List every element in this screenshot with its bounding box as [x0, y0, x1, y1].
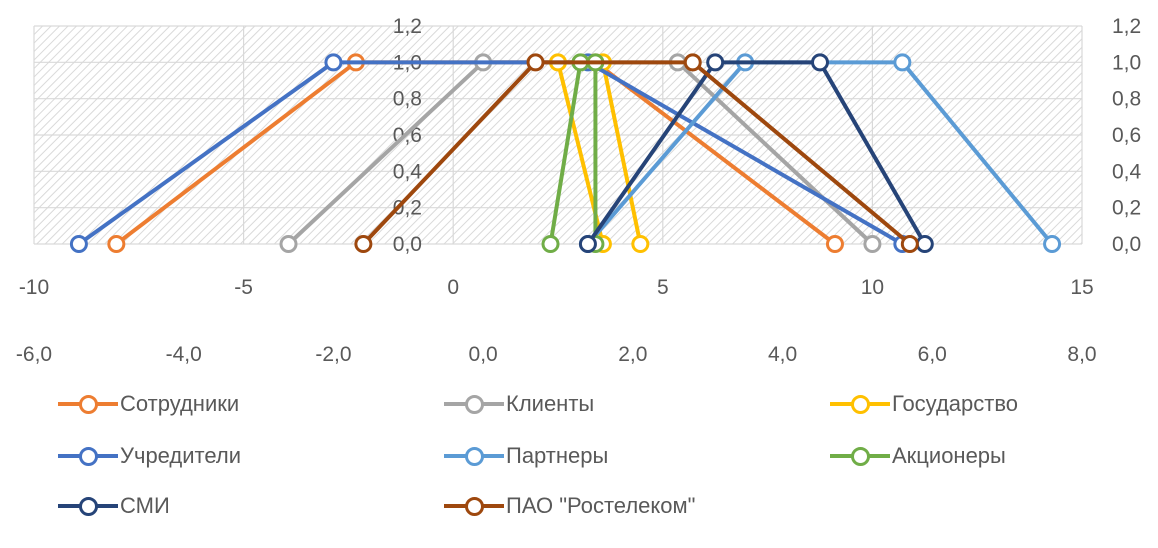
- y-tick-label-right: 0,8: [1112, 88, 1141, 111]
- legend-swatch: [58, 488, 118, 524]
- data-point: [900, 235, 919, 253]
- series-line: [77, 60, 904, 246]
- data-point: [825, 235, 844, 253]
- legend-label: Учредители: [120, 443, 242, 468]
- y-axis-right-labels: 0,0 0,2 0,4 0,6 0,8 1,0 1,2: [1112, 15, 1142, 256]
- x-bottom-tick-label: 0,0: [469, 343, 498, 366]
- x-top-tick-label: -5: [234, 276, 253, 299]
- legend-swatch: [58, 386, 118, 422]
- data-point: [683, 53, 702, 72]
- x-bottom-tick-label: -4,0: [166, 343, 202, 366]
- series-line: [586, 60, 927, 246]
- legend: Сотрудники Клиенты Государство Учредители Па…: [0, 372, 1158, 542]
- y-tick-label-left: 0,0: [393, 233, 422, 256]
- y-tick-label-right: 0,6: [1112, 124, 1141, 147]
- legend-label: СМИ: [120, 493, 170, 518]
- y-tick-label-right: 1,2: [1112, 15, 1141, 38]
- x-bottom-tick-label: 6,0: [918, 343, 947, 366]
- y-tick-label-left: 1,2: [393, 15, 422, 38]
- legend-item: ПАО "Ростелеком": [444, 488, 695, 524]
- data-point: [526, 53, 545, 72]
- x-bottom-tick-label: 8,0: [1067, 343, 1096, 366]
- x-top-tick-label: 0: [447, 276, 459, 299]
- data-point: [107, 235, 126, 253]
- series-line: [361, 60, 912, 246]
- legend-item: Государство: [830, 386, 1018, 422]
- x-bottom-tick-label: 4,0: [768, 343, 797, 366]
- legend-item: Акционеры: [830, 438, 1006, 474]
- data-point: [279, 235, 298, 253]
- data-point: [706, 53, 725, 72]
- y-tick-label-right: 0,4: [1112, 160, 1142, 183]
- legend-label: Партнеры: [506, 443, 609, 468]
- x-bottom-tick-label: -2,0: [315, 343, 351, 366]
- series-group: [69, 53, 1062, 253]
- x-axis-top-labels: -10 -5 0 5 10 15: [19, 276, 1094, 299]
- data-point: [863, 235, 882, 253]
- x-top-tick-label: 15: [1070, 276, 1093, 299]
- series: [578, 53, 934, 253]
- data-point: [69, 235, 88, 253]
- y-tick-label-right: 0,2: [1112, 197, 1141, 220]
- legend-label: Клиенты: [506, 391, 595, 416]
- y-tick-label-right: 1,0: [1112, 51, 1141, 74]
- legend-swatch: [444, 386, 504, 422]
- legend-swatch: [830, 386, 890, 422]
- data-point: [324, 53, 343, 72]
- data-point: [578, 235, 597, 253]
- line-chart: 0,0 0,2 0,4 0,6 0,8 1,0 1,2 0,0 0,2 0,4 0,6 0,8 1,0…: [16, 15, 1142, 366]
- legend-item: Клиенты: [444, 386, 594, 422]
- x-axis-bottom-labels: -6,0 -4,0 -2,0 0,0 2,0 4,0 6,0 8,0: [16, 343, 1097, 366]
- legend-item: Учредители: [58, 438, 241, 474]
- legend-swatch: [444, 488, 504, 524]
- x-top-tick-label: 10: [861, 276, 884, 299]
- legend-item: Партнеры: [444, 438, 608, 474]
- data-point: [354, 235, 373, 253]
- y-tick-label-right: 0,0: [1112, 233, 1141, 256]
- legend-swatch: [830, 438, 890, 474]
- data-point: [811, 53, 829, 72]
- legend-label: Акционеры: [892, 443, 1006, 468]
- legend-item: СМИ: [58, 488, 170, 524]
- legend-label: Государство: [892, 391, 1019, 416]
- x-bottom-tick-label: -6,0: [16, 343, 52, 366]
- x-top-tick-label: -10: [19, 276, 49, 299]
- legend-swatch: [444, 438, 504, 474]
- data-point: [541, 235, 560, 253]
- x-bottom-tick-label: 2,0: [618, 343, 647, 366]
- data-point: [893, 53, 912, 72]
- y-tick-label-left: 0,8: [393, 88, 422, 111]
- legend-item: Сотрудники: [58, 386, 239, 422]
- series: [354, 53, 919, 253]
- data-point: [631, 235, 650, 253]
- legend-swatch: [58, 438, 118, 474]
- legend-label: ПАО "Ростелеком": [506, 493, 696, 518]
- y-tick-label-left: 0,4: [393, 160, 423, 183]
- data-point: [1043, 235, 1062, 253]
- data-point: [915, 235, 934, 253]
- legend-label: Сотрудники: [120, 391, 240, 416]
- x-top-tick-label: 5: [657, 276, 669, 299]
